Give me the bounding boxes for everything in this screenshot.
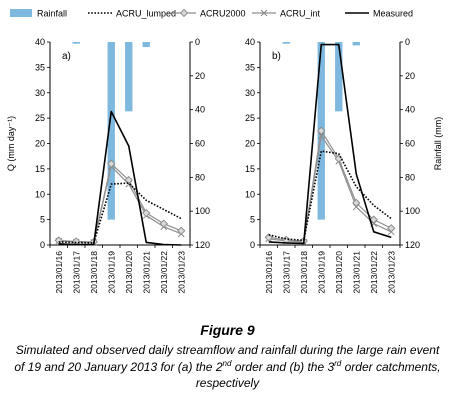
- x-tick-label: 2013/01/16: [54, 251, 64, 294]
- x-tick-label: 2013/01/20: [334, 251, 344, 294]
- y-tick-label: 10: [35, 189, 45, 199]
- y-axis-label: Q (mm day⁻¹): [6, 116, 16, 171]
- y-tick-label: 0: [250, 240, 255, 250]
- y-tick-label: 20: [245, 139, 255, 149]
- caption-superscript-2: rd: [334, 358, 342, 368]
- x-tick-label: 2013/01/18: [89, 251, 99, 294]
- rainfall-bar-2013/01/17: [72, 42, 80, 44]
- panel-b-chart: 0 5 10 15 20 25 30 35 40 0 20 40 60 80 100 120 2013/01/1…: [245, 37, 443, 294]
- y-tick-label: 15: [35, 164, 45, 174]
- legend-label-acru2000: ACRU2000: [200, 9, 246, 19]
- figure-caption: Simulated and observed daily streamflow …: [0, 342, 455, 392]
- series-point-acru2000: [387, 224, 396, 233]
- y2-tick-label: 100: [405, 206, 420, 216]
- series-point-acru2000: [124, 175, 133, 185]
- legend-label-measured: Measured: [373, 9, 413, 19]
- y2-axis-label: Rainfall (mm): [433, 117, 443, 171]
- y2-tick-label: 40: [405, 105, 415, 115]
- chart-legend: Rainfall ACRU_lumped ACRU2000 ACRU_int Measu…: [10, 9, 413, 19]
- y2-tick-label: 100: [195, 206, 210, 216]
- y-tick-label: 5: [40, 215, 45, 225]
- y-tick-label: 40: [35, 37, 45, 47]
- y-tick-label: 40: [245, 37, 255, 47]
- series-line-acru-int: [58, 165, 182, 244]
- series-point-acru2000: [177, 226, 186, 235]
- x-tick-label: 2013/01/17: [71, 251, 81, 294]
- x-tick-label: 2013/01/23: [386, 251, 396, 294]
- y2-tick-label: 120: [405, 240, 420, 250]
- series-line-measured: [58, 110, 182, 246]
- x-tick-label: 2013/01/22: [159, 251, 169, 294]
- y-tick-label: 5: [250, 215, 255, 225]
- series-point-acru2000: [142, 208, 151, 218]
- y2-tick-label: 80: [195, 172, 205, 182]
- y-tick-label: 25: [245, 113, 255, 123]
- series-point-acru2000: [159, 219, 168, 228]
- y-tick-label: 15: [245, 164, 255, 174]
- x-tick-label: 2013/01/19: [316, 251, 326, 294]
- y-tick-label: 35: [245, 62, 255, 72]
- y2-tick-label: 60: [405, 139, 415, 149]
- y2-tick-label: 0: [195, 37, 200, 47]
- x-tick-label: 2013/01/18: [299, 251, 309, 294]
- y2-tick-label: 20: [405, 71, 415, 81]
- series-point-acru2000: [317, 126, 326, 135]
- caption-text-1: Simulated and observed daily streamflow …: [14, 343, 440, 374]
- y2-tick-label: 120: [195, 240, 210, 250]
- caption-text-3: order catchments, respectively: [195, 359, 441, 391]
- y2-tick-label: 20: [195, 71, 205, 81]
- y-tick-label: 35: [35, 62, 45, 72]
- series-point-acru2000: [264, 233, 273, 242]
- x-tick-label: 2013/01/23: [176, 251, 186, 294]
- rainfall-bar-2013/01/21: [142, 42, 150, 48]
- caption-text-2: order and (b) the 3: [231, 359, 335, 374]
- series-point-acru2000: [54, 236, 63, 245]
- rainfall-bar-2013/01/21: [352, 42, 360, 46]
- x-tick-label: 2013/01/20: [124, 251, 134, 294]
- rainfall-bar-2013/01/17: [282, 42, 290, 44]
- rainfall-bar-2013/01/19: [107, 42, 115, 220]
- series-line-acru-lumped: [58, 182, 182, 244]
- figure-title: Figure 9: [200, 322, 255, 338]
- x-tick-label: 2013/01/17: [281, 251, 291, 294]
- y-tick-label: 20: [35, 139, 45, 149]
- series-line-measured: [268, 43, 392, 245]
- caption-superscript-1: nd: [222, 358, 232, 368]
- series-line-acru-lumped: [268, 150, 392, 242]
- legend-label-rainfall: Rainfall: [37, 9, 67, 19]
- y2-tick-label: 0: [405, 37, 410, 47]
- series-point-acru2000: [107, 159, 116, 168]
- legend-label-acru-lumped: ACRU_lumped: [116, 9, 176, 19]
- panel-label: b): [272, 51, 281, 62]
- rainfall-bar-2013/01/20: [335, 42, 343, 112]
- y2-tick-label: 80: [405, 172, 415, 182]
- x-tick-label: 2013/01/21: [351, 251, 361, 294]
- y-tick-label: 10: [245, 189, 255, 199]
- series-point-acru2000: [334, 154, 343, 163]
- y-tick-label: 30: [245, 88, 255, 98]
- series-point-acru2000: [352, 198, 361, 208]
- x-tick-label: 2013/01/19: [106, 251, 116, 294]
- x-tick-label: 2013/01/16: [264, 251, 274, 294]
- rainfall-bar-2013/01/20: [125, 42, 133, 112]
- y-tick-label: 25: [35, 113, 45, 123]
- legend-marker-acru-int: [260, 9, 268, 17]
- series-point-acru2000: [369, 215, 378, 224]
- y-tick-label: 0: [40, 240, 45, 250]
- legend-swatch-rainfall: [10, 9, 32, 17]
- legend-label-acru-int: ACRU_int: [280, 9, 321, 19]
- panel-a-chart: 0 5 10 15 20 25 30 35 40 0 20 40 60 80 100 120 2013/01/1…: [6, 37, 210, 294]
- panel-label: a): [62, 51, 71, 62]
- y-tick-label: 30: [35, 88, 45, 98]
- x-tick-label: 2013/01/22: [369, 251, 379, 294]
- y2-tick-label: 60: [195, 139, 205, 149]
- legend-marker-acru2000: [179, 8, 189, 18]
- x-tick-label: 2013/01/21: [141, 251, 151, 294]
- y2-tick-label: 40: [195, 105, 205, 115]
